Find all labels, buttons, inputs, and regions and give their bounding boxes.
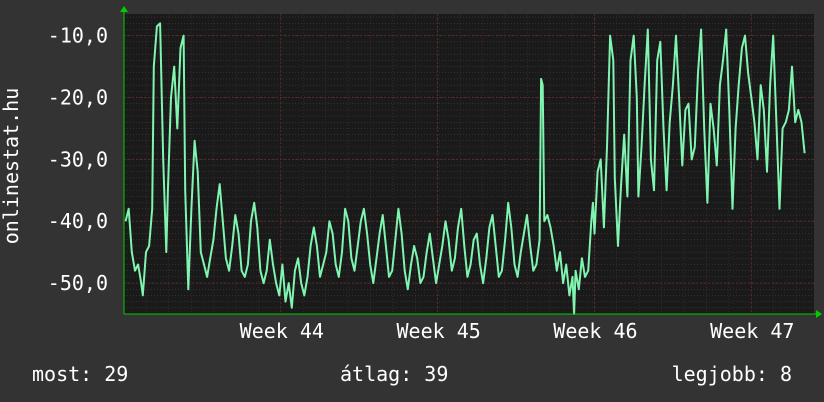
x-tick-label: Week 46 bbox=[553, 319, 637, 343]
stat-best: legjobb: 8 bbox=[671, 362, 792, 386]
x-tick-label: Week 45 bbox=[396, 319, 480, 343]
x-tick-label: Week 44 bbox=[240, 319, 324, 343]
y-axis-ticks: -10,0 -20,0 -30,0 -40,0 -50,0 bbox=[48, 24, 108, 295]
x-tick-label: Week 47 bbox=[710, 319, 794, 343]
stat-average: átlag: 39 bbox=[340, 362, 449, 386]
stat-current: most: 29 bbox=[32, 362, 129, 386]
y-tick-label: -20,0 bbox=[48, 86, 108, 110]
x-axis-arrow bbox=[816, 310, 822, 318]
x-axis-ticks: Week 44 Week 45 Week 46 Week 47 bbox=[240, 319, 795, 343]
y-axis-arrow bbox=[120, 6, 128, 12]
y-tick-label: -50,0 bbox=[48, 271, 108, 295]
y-tick-label: -10,0 bbox=[48, 24, 108, 48]
y-tick-label: -30,0 bbox=[48, 147, 108, 171]
series-line bbox=[124, 22, 806, 315]
grid-major bbox=[124, 14, 814, 314]
y-axis-label: onlinestat.hu bbox=[0, 88, 23, 245]
chart: -10,0 -20,0 -30,0 -40,0 -50,0 Week 44 Week 45… bbox=[0, 6, 822, 343]
y-tick-label: -40,0 bbox=[48, 209, 108, 233]
